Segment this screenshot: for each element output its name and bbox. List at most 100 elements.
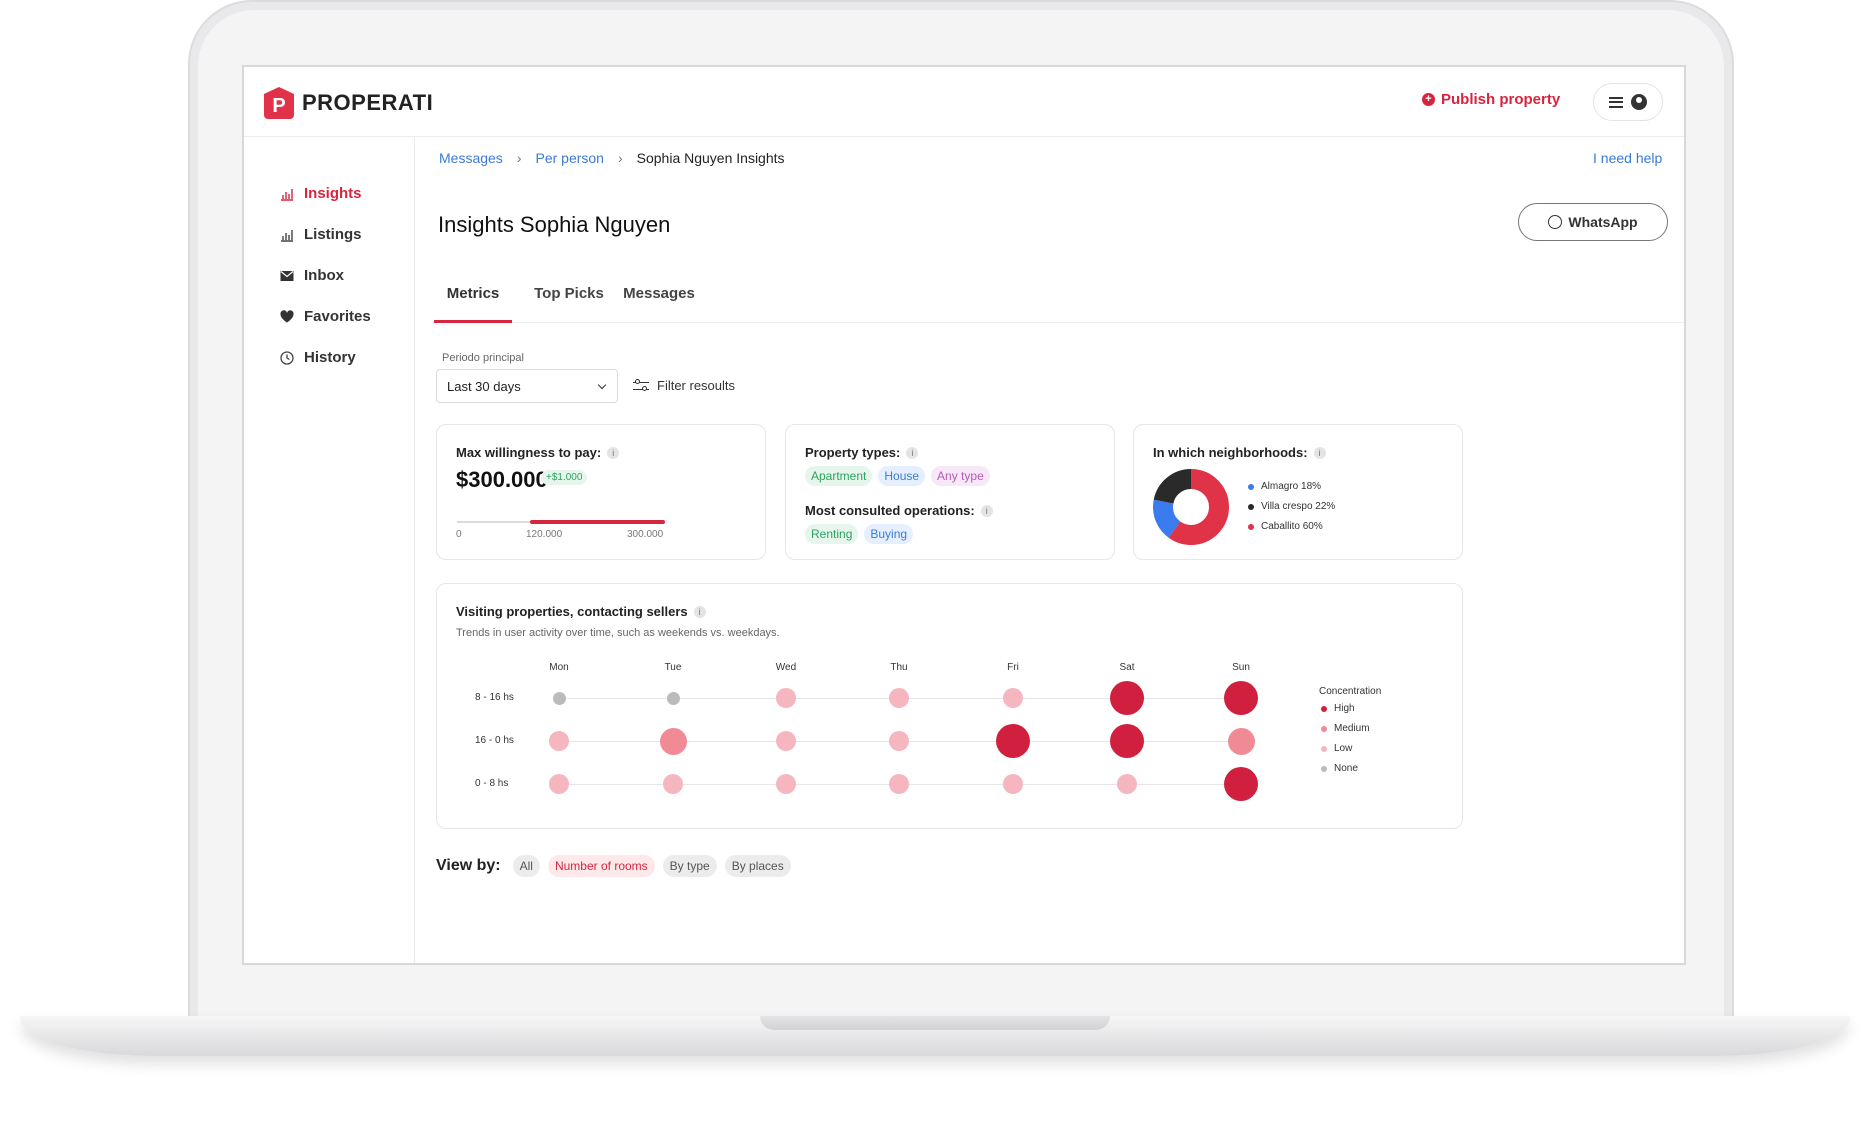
day-label-wed: Wed [775,662,797,673]
sidebar-item-favorites[interactable]: Favorites [280,308,371,325]
info-icon[interactable]: i [693,605,706,618]
plus-icon: + [1422,93,1435,106]
filter-results-label: Filter resoults [657,378,736,393]
activity-bubble-high [996,724,1030,758]
neighborhood-legend-item: Almagro 18% [1248,481,1321,492]
view-by-type[interactable]: By type [662,855,717,877]
help-link[interactable]: I need help [1593,150,1663,166]
property-types-title-text: Property types: [805,445,901,460]
period-label: Periodo principal [442,352,524,364]
tab-metrics[interactable]: Metrics [434,277,512,323]
chart-icon [280,228,294,242]
sidebar-item-listings[interactable]: Listings [280,226,362,243]
willingness-title-text: Max willingness to pay: [456,445,602,460]
sidebar-item-history[interactable]: History [280,349,356,366]
operations-title: Most consulted operations: i [805,503,993,518]
chip-any-type: Any type [931,466,990,486]
activity-bubble-low [776,688,796,708]
info-icon[interactable]: i [980,504,993,517]
info-icon[interactable]: i [607,446,620,459]
tab-top-picks[interactable]: Top Picks [534,285,604,302]
legend-label: Low [1334,743,1353,754]
sidebar-item-label: Listings [304,226,362,243]
neighborhood-legend-item: Villa crespo 22% [1248,501,1335,512]
period-value: Last 30 days [447,378,521,394]
breadcrumb-per-person[interactable]: Per person [535,150,604,166]
tab-messages[interactable]: Messages [623,285,695,302]
info-icon[interactable]: i [1313,446,1326,459]
activity-bubble-low [889,688,909,708]
logo-mark-icon: P [264,87,294,119]
chip-renting: Renting [805,524,859,544]
chevron-right-icon: › [516,150,522,166]
price-delta-badge: +$1.000 [541,470,588,485]
activity-title-text: Visiting properties, contacting sellers [456,604,688,619]
info-icon[interactable]: i [906,446,919,459]
legend-dot [1248,483,1254,490]
activity-bubble-low [1003,688,1023,708]
legend-dot [1248,523,1254,530]
chip-buying: Buying [864,524,914,544]
account-menu-button[interactable] [1593,83,1663,121]
view-by-bar: View by: All Number of rooms By type By … [436,855,791,877]
activity-bubble-low [1003,774,1023,794]
whatsapp-button[interactable]: WhatsApp [1518,203,1668,241]
sidebar: Insights Listings Inbox Favorites Histor… [244,137,415,963]
concentration-legend-item: High [1321,703,1355,714]
activity-bubble-low [549,731,569,751]
sidebar-item-insights[interactable]: Insights [280,185,362,202]
app-screen: P PROPERATI + Publish property Insights … [242,65,1686,965]
concentration-legend-item: None [1321,763,1358,774]
view-by-label: View by: [436,857,501,874]
laptop-notch [760,1016,1110,1030]
legend-dot [1321,745,1327,752]
day-label-mon: Mon [549,662,569,673]
heart-icon [280,310,294,324]
period-select[interactable]: Last 30 days [436,369,618,403]
legend-label: Almagro 18% [1261,481,1322,492]
view-by-places[interactable]: By places [724,855,791,877]
publish-property-button[interactable]: + Publish property [1422,91,1560,108]
sidebar-item-inbox[interactable]: Inbox [280,267,344,284]
legend-dot [1321,765,1327,772]
activity-card: Visiting properties, contacting sellers … [436,583,1463,829]
activity-bubble-high [1110,681,1144,715]
concentration-legend-title: Concentration [1319,686,1382,697]
concentration-legend-item: Low [1321,743,1352,754]
brand-name: PROPERATI [302,90,434,115]
activity-bubble-low [1117,774,1137,794]
time-slot-label: 16 - 0 hs [475,735,514,746]
activity-bubble-low [663,774,683,794]
legend-label: None [1334,763,1358,774]
chevron-right-icon: › [617,150,623,166]
activity-subtitle: Trends in user activity over time, such … [456,627,780,639]
view-by-number-of-rooms[interactable]: Number of rooms [547,855,655,877]
legend-label: Caballito 60% [1261,521,1323,532]
day-label-sun: Sun [1232,662,1250,673]
activity-bubble-low [889,731,909,751]
activity-bubble-high [1224,681,1258,715]
willingness-card: Max willingness to pay: i $300.000 +$1.0… [436,424,766,560]
activity-bubble-none [666,691,680,705]
clock-icon [280,350,294,365]
price-range-fill [530,520,665,524]
legend-dot [1248,503,1254,510]
operations-title-text: Most consulted operations: [805,503,975,518]
activity-bubble-low [776,731,796,751]
hamburger-icon [1609,96,1623,108]
activity-bubble-low [776,774,796,794]
brand-logo[interactable]: P PROPERATI [264,87,433,119]
willingness-title: Max willingness to pay: i [456,445,620,460]
activity-bubble-medium [659,727,687,755]
chip-apartment: Apartment [805,466,873,486]
legend-label: High [1334,703,1355,714]
breadcrumb-messages[interactable]: Messages [439,150,503,166]
whatsapp-label: WhatsApp [1568,214,1638,230]
filter-results-button[interactable]: Filter resoults [633,378,735,393]
day-label-thu: Thu [890,662,908,673]
breadcrumb-current: Sophia Nguyen Insights [636,150,785,166]
view-by-all[interactable]: All [512,855,540,877]
time-slot-label: 0 - 8 hs [475,778,509,789]
range-min-label: 0 [456,529,462,540]
activity-bubble-low [889,774,909,794]
